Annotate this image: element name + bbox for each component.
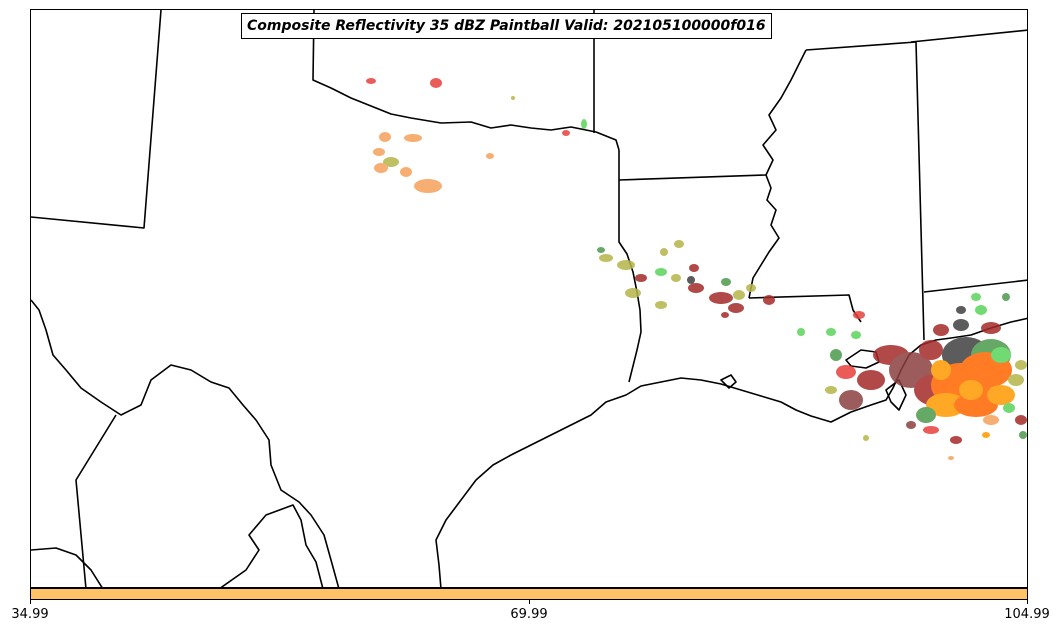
paintball-blob xyxy=(383,157,399,167)
colorbar-tick xyxy=(30,600,31,604)
paintball-blob xyxy=(853,311,865,319)
paintball-blob xyxy=(1008,374,1024,386)
paintball-blob xyxy=(721,278,731,286)
paintball-blob xyxy=(728,303,744,313)
paintball-blob xyxy=(374,163,388,173)
paintball-blob xyxy=(906,421,916,429)
paintball-blob xyxy=(379,132,391,142)
paintball-blob xyxy=(836,365,856,379)
state-border-ok-tx-west xyxy=(312,10,620,151)
paintball-layer xyxy=(366,78,1027,460)
map-panel xyxy=(30,9,1028,588)
paintball-blob xyxy=(688,283,704,293)
paintball-blob xyxy=(746,284,756,292)
paintball-blob xyxy=(687,276,695,284)
state-border-tx-nm-west xyxy=(31,299,340,587)
colorbar xyxy=(30,588,1028,600)
paintball-blob xyxy=(655,301,667,309)
state-border-ms-river-north xyxy=(762,49,807,176)
map-canvas xyxy=(31,10,1027,587)
paintball-blob xyxy=(597,247,605,253)
paintball-blob xyxy=(983,415,999,425)
paintball-blob xyxy=(562,130,570,136)
state-border-la-ms-river xyxy=(748,174,780,299)
paintball-blob xyxy=(851,331,861,339)
paintball-blob xyxy=(581,119,587,129)
state-border-nm-tx-north xyxy=(31,10,162,229)
colorbar-tick-label: 69.99 xyxy=(510,607,548,622)
state-border-ar-la xyxy=(618,174,767,181)
paintball-blob xyxy=(953,319,969,331)
mexico-state-line-2 xyxy=(31,547,103,587)
paintball-blob xyxy=(959,380,983,400)
colorbar-tick xyxy=(529,600,530,604)
boundary-lines xyxy=(31,10,1027,587)
paintball-blob xyxy=(709,292,733,304)
paintball-blob xyxy=(948,456,954,460)
paintball-blob xyxy=(830,349,842,361)
paintball-blob xyxy=(954,393,998,417)
paintball-blob xyxy=(721,312,729,318)
paintball-blob xyxy=(1003,403,1015,413)
paintball-blob xyxy=(956,306,966,314)
paintball-blob xyxy=(655,268,667,276)
colorbar-tick-label: 104.99 xyxy=(1004,607,1050,622)
paintball-blob xyxy=(674,240,684,248)
paintball-blob xyxy=(971,293,981,301)
paintball-blob xyxy=(1015,415,1027,425)
paintball-blob xyxy=(1002,293,1010,301)
coastline-louisiana-bays xyxy=(720,374,737,389)
paintball-blob xyxy=(857,370,885,390)
paintball-blob xyxy=(617,260,635,270)
state-border-al-ga xyxy=(910,29,1027,43)
paintball-blob xyxy=(981,322,1001,334)
paintball-blob xyxy=(950,436,962,444)
paintball-blob xyxy=(991,347,1011,363)
colorbar-tick xyxy=(1027,600,1028,604)
colorbar-tick-label: 34.99 xyxy=(11,607,49,622)
paintball-blob xyxy=(733,290,745,300)
paintball-blob xyxy=(599,254,613,262)
coastline-texas xyxy=(435,317,1027,587)
paintball-blob xyxy=(373,148,385,156)
paintball-blob xyxy=(430,78,442,88)
paintball-blob xyxy=(486,153,494,159)
paintball-blob xyxy=(797,328,805,336)
paintball-blob xyxy=(671,274,681,282)
paintball-blob xyxy=(826,328,836,336)
paintball-blob xyxy=(916,407,936,423)
map-title: Composite Reflectivity 35 dBZ Paintball … xyxy=(241,13,772,39)
paintball-blob xyxy=(511,96,515,100)
mexico-state-line-1 xyxy=(75,414,117,587)
paintball-blob xyxy=(825,386,837,394)
paintball-blob xyxy=(923,426,939,434)
paintball-blob xyxy=(987,385,1015,405)
paintball-blob xyxy=(763,295,775,305)
paintball-blob xyxy=(635,274,647,282)
paintball-blob xyxy=(404,134,422,142)
paintball-blob xyxy=(933,324,949,336)
paintball-blob xyxy=(414,179,442,193)
paintball-blob xyxy=(625,288,641,298)
paintball-blob xyxy=(919,340,943,360)
mexico-state-line-3 xyxy=(220,504,324,587)
paintball-blob xyxy=(931,360,951,380)
paintball-blob xyxy=(863,435,869,441)
paintball-blob xyxy=(839,390,863,410)
state-border-al-fl xyxy=(923,279,1027,293)
paintball-blob xyxy=(400,167,412,177)
paintball-blob xyxy=(660,248,668,256)
paintball-blob xyxy=(975,305,987,315)
paintball-blob xyxy=(689,264,699,272)
paintball-blob xyxy=(982,432,990,438)
paintball-blob xyxy=(366,78,376,84)
paintball-blob xyxy=(926,393,966,417)
paintball-blob xyxy=(1015,360,1027,370)
paintball-blob xyxy=(1019,431,1027,439)
